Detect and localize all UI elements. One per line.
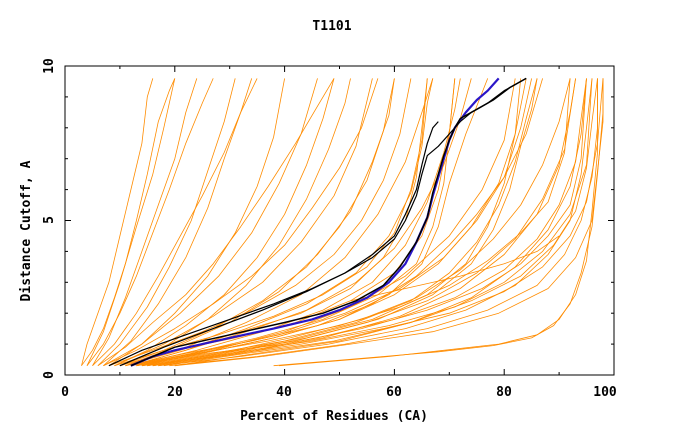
series-line-48 [273,78,604,367]
x-tick-label: 60 [386,385,402,400]
series-line-53 [108,77,527,367]
x-tick-label: 0 [61,385,69,400]
y-tick-label: 5 [42,216,57,224]
series-line-1 [81,78,176,366]
series-line-38 [169,78,598,367]
x-tick-label: 80 [496,385,512,400]
series-line-18 [152,78,593,367]
series-line-54 [119,121,439,367]
x-tick-label: 20 [167,385,183,400]
series-line-28 [130,78,456,367]
series-line-49 [279,78,598,367]
series-line-14 [119,78,395,367]
series-line-20 [92,78,198,366]
series-line-35 [108,78,285,367]
series-line-44 [86,78,176,366]
series-line-29 [136,78,489,367]
series-line-39 [158,78,593,367]
series-line-10 [130,78,571,367]
series-line-37 [163,78,598,367]
x-tick-label: 40 [276,385,292,400]
y-tick-label: 0 [42,371,57,379]
series-line-12 [141,78,604,367]
series-line-50 [350,235,560,302]
series-line-22 [103,78,318,367]
series-line-5 [103,78,379,367]
axis-ticks [64,65,615,376]
series-line-40 [174,78,604,367]
series-line-26 [158,78,576,367]
series-line-21 [97,78,236,366]
series-line-36 [130,78,461,367]
series-line-30 [125,78,428,367]
series-line-42 [125,78,395,367]
series-line-46 [152,78,538,367]
y-axis-label: Distance Cutoff, A [19,160,34,301]
x-axis-label: Percent of Residues (CA) [240,409,428,424]
y-tick-label: 10 [42,58,57,74]
series-line-32 [141,78,538,367]
series-line-2 [86,78,214,366]
series-line-31 [147,78,571,367]
chart-title: T1101 [312,19,351,34]
series-line-43 [103,78,253,366]
series-lines [81,77,604,367]
series-line-41 [136,78,532,367]
x-tick-label: 100 [593,385,617,400]
series-line-7 [114,78,428,367]
series-line-13 [114,78,335,367]
series-line-19 [81,78,154,366]
series-line-17 [147,78,576,367]
series-line-3 [92,78,258,366]
series-line-6 [108,78,412,367]
series-line-33 [152,78,587,367]
series-line-24 [125,78,434,367]
series-line-51 [130,77,500,367]
